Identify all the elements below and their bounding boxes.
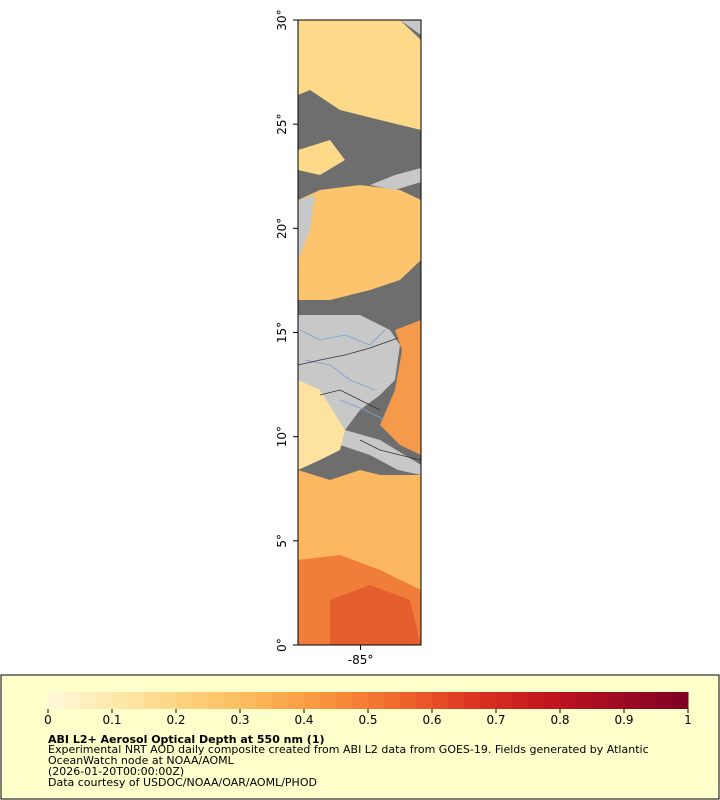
colorbar-tick-label: 0.7	[486, 713, 505, 727]
colorbar-step	[640, 692, 657, 709]
colorbar-step	[608, 692, 625, 709]
colorbar-step	[592, 692, 609, 709]
colorbar-tick-label: 0.6	[422, 713, 441, 727]
lat-tick-label: 30°	[275, 9, 289, 30]
colorbar-step	[624, 692, 641, 709]
colorbar-step	[48, 692, 65, 709]
colorbar-step	[144, 692, 161, 709]
colorbar-step	[192, 692, 209, 709]
colorbar-step	[464, 692, 481, 709]
colorbar-tick-label: 0.8	[550, 713, 569, 727]
colorbar-step	[256, 692, 273, 709]
colorbar-step	[112, 692, 129, 709]
colorbar-step	[320, 692, 337, 709]
colorbar-step	[240, 692, 257, 709]
lon-tick-label: -85°	[348, 653, 374, 667]
colorbar-step	[496, 692, 513, 709]
colorbar-step	[224, 692, 241, 709]
colorbar-step	[304, 692, 321, 709]
colorbar-tick-label: 0.3	[230, 713, 249, 727]
colorbar-step	[560, 692, 577, 709]
colorbar-step	[128, 692, 145, 709]
colorbar-step	[576, 692, 593, 709]
colorbar-step	[416, 692, 433, 709]
colorbar: 0 0.1 0.2 0.3 0.4 0.5 0.6 0.7 0.8 0.9 1	[44, 692, 692, 727]
lat-tick-label: 25°	[275, 114, 289, 135]
map-image	[298, 20, 421, 645]
legend-line: OceanWatch node at NOAA/AOML	[48, 754, 235, 767]
colorbar-step	[528, 692, 545, 709]
colorbar-step	[80, 692, 97, 709]
colorbar-step	[368, 692, 385, 709]
colorbar-step	[432, 692, 449, 709]
colorbar-step	[448, 692, 465, 709]
lat-tick-label: 20°	[275, 218, 289, 239]
colorbar-tick-label: 0.5	[358, 713, 377, 727]
colorbar-step	[512, 692, 529, 709]
legend-title: ABI L2+ Aerosol Optical Depth at 550 nm …	[48, 733, 325, 746]
legend-line: Data courtesy of USDOC/NOAA/OAR/AOML/PHO…	[48, 776, 317, 789]
colorbar-tick-label: 0.9	[614, 713, 633, 727]
colorbar-step	[208, 692, 225, 709]
colorbar-step	[656, 692, 673, 709]
colorbar-tick-label: 0.2	[166, 713, 185, 727]
legend-line: (2026-01-20T00:00:00Z)	[48, 765, 184, 778]
lat-tick-label: 10°	[275, 426, 289, 447]
colorbar-step	[480, 692, 497, 709]
colorbar-tick-label: 1	[684, 713, 692, 727]
colorbar-step	[176, 692, 193, 709]
colorbar-step	[672, 692, 689, 709]
legend-line: Experimental NRT AOD daily composite cre…	[48, 743, 649, 756]
colorbar-tick-label: 0.1	[102, 713, 121, 727]
colorbar-step	[64, 692, 81, 709]
colorbar-step	[336, 692, 353, 709]
lat-tick-label: 0°	[275, 638, 289, 652]
colorbar-step	[544, 692, 561, 709]
colorbar-step	[272, 692, 289, 709]
colorbar-tick-label: 0	[44, 713, 52, 727]
colorbar-step	[400, 692, 417, 709]
colorbar-tick-label: 0.4	[294, 713, 313, 727]
colorbar-step	[352, 692, 369, 709]
colorbar-step	[384, 692, 401, 709]
lat-tick-label: 5°	[275, 534, 289, 548]
colorbar-step	[288, 692, 305, 709]
lat-tick-label: 15°	[275, 322, 289, 343]
colorbar-step	[160, 692, 177, 709]
colorbar-step	[96, 692, 113, 709]
